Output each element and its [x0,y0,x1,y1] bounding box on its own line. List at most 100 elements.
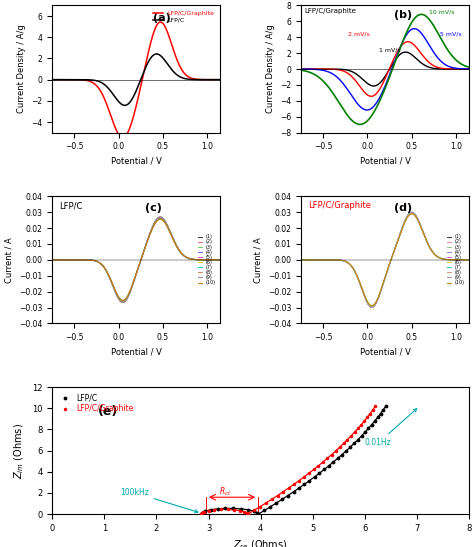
LFP/C/Graphite [337,444,343,450]
LFP/C/Graphite [367,410,373,417]
LFP/C/Graphite [296,478,302,484]
(7) [411,211,417,218]
(6) [162,219,168,225]
(5) [49,257,55,263]
LFP/C [317,470,322,476]
(2) [126,293,131,299]
(1) [298,257,304,263]
(8) [426,241,431,248]
(10) [92,258,98,264]
(8) [149,227,155,234]
(6) [218,257,223,263]
Text: (e): (e) [98,405,118,418]
(2) [218,257,223,263]
(9) [92,258,98,264]
LFP/C [198,511,204,517]
(2) [398,229,403,236]
LFP/C [238,505,244,512]
LFP/C [215,505,220,512]
LFP/C [122,102,128,109]
(1) [126,293,131,299]
(9) [218,257,223,263]
(9) [176,247,182,254]
(6) [126,292,131,298]
LFP/C/Graphite [341,440,346,447]
(2) [162,218,168,224]
(3) [49,257,55,263]
Text: (c): (c) [145,203,162,213]
(1) [176,247,182,254]
LFP/C [347,444,353,450]
(1) [341,258,347,264]
Legend: LFP/C, LFP/C/Graphite: LFP/C, LFP/C/Graphite [56,391,137,416]
(9) [149,227,155,234]
(6) [149,226,155,233]
LFP/C/Graphite [269,496,274,503]
(1) [120,299,126,306]
(9) [398,230,403,236]
(1) [157,214,163,220]
Text: 5 mV/s: 5 mV/s [440,32,462,37]
(3) [328,257,334,263]
(4) [374,297,380,304]
(2) [49,257,55,263]
LFP/C [291,488,296,495]
(4) [126,292,131,299]
(8) [49,257,55,263]
LFP/C [365,425,371,432]
Y-axis label: Current Density / A/g: Current Density / A/g [17,25,26,113]
(2) [374,297,380,304]
(1) [409,209,415,216]
(9) [328,257,334,263]
Line: LFP/C/Graphite: LFP/C/Graphite [199,404,377,516]
(10) [411,212,417,218]
(3) [157,214,163,221]
LFP/C [378,410,383,417]
Line: (9): (9) [52,219,220,300]
(10) [176,248,182,254]
(2) [157,214,163,220]
Text: LFP/C/Graphite: LFP/C/Graphite [304,8,356,14]
(10) [218,257,223,263]
LFP/C/Graphite [241,508,247,515]
(7) [374,296,380,303]
(7) [120,298,126,304]
LFP/C [262,507,267,514]
(4) [328,257,334,263]
(10) [374,296,380,302]
Line: LFP/C: LFP/C [52,54,220,106]
LFP/C/Graphite [291,481,297,487]
(7) [398,230,403,236]
LFP/C [255,511,261,517]
Text: 0.01Hz: 0.01Hz [365,409,417,447]
LFP/C/Graphite [348,433,354,439]
LFP/C/Graphite [126,128,131,135]
LFP/C/Graphite [176,62,182,68]
(6) [398,230,403,236]
Line: (3): (3) [52,218,220,302]
(4) [341,258,347,264]
LFP/C [79,77,85,83]
(8) [157,216,163,222]
Line: (2): (2) [52,217,220,302]
(8) [369,303,374,310]
(4) [426,241,431,248]
Text: 100kHz: 100kHz [120,488,198,513]
(5) [218,257,223,263]
(9) [120,297,126,304]
(2) [341,258,347,264]
LFP/C/Graphite [225,506,230,513]
(2) [466,257,472,263]
LFP/C/Graphite [352,429,357,435]
LFP/C/Graphite [365,414,370,421]
Line: (4): (4) [301,213,469,307]
Text: $R_{ct}$: $R_{ct}$ [219,486,231,498]
(5) [409,210,415,216]
Text: LFP/C: LFP/C [59,201,82,211]
(5) [466,257,472,263]
(1) [49,257,55,263]
(9) [49,257,55,263]
Line: (6): (6) [301,213,469,306]
Line: (9): (9) [301,214,469,306]
(6) [176,247,182,254]
